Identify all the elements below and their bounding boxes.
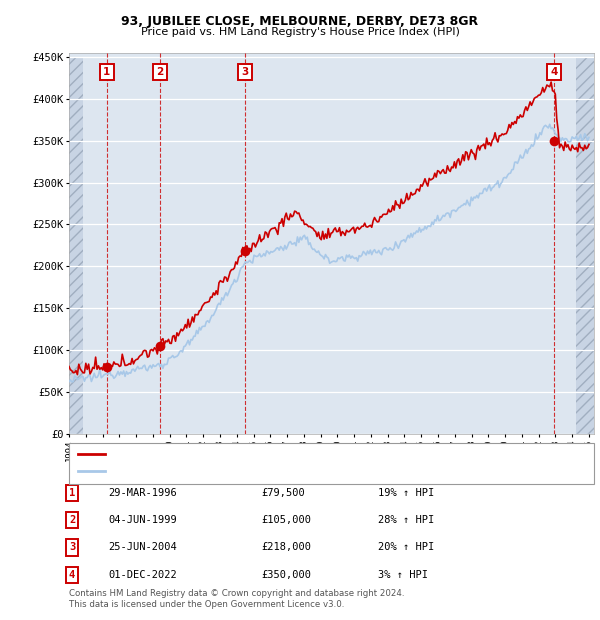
Text: 28% ↑ HPI: 28% ↑ HPI bbox=[378, 515, 434, 525]
Text: Contains HM Land Registry data © Crown copyright and database right 2024.
This d: Contains HM Land Registry data © Crown c… bbox=[69, 590, 404, 609]
Text: 19% ↑ HPI: 19% ↑ HPI bbox=[378, 488, 434, 498]
Text: Price paid vs. HM Land Registry's House Price Index (HPI): Price paid vs. HM Land Registry's House … bbox=[140, 27, 460, 37]
Text: 2: 2 bbox=[156, 67, 164, 77]
Text: £350,000: £350,000 bbox=[261, 570, 311, 580]
Text: 4: 4 bbox=[550, 67, 558, 77]
Text: 29-MAR-1996: 29-MAR-1996 bbox=[108, 488, 177, 498]
Text: 25-JUN-2004: 25-JUN-2004 bbox=[108, 542, 177, 552]
Text: 3% ↑ HPI: 3% ↑ HPI bbox=[378, 570, 428, 580]
Text: 4: 4 bbox=[69, 570, 75, 580]
Text: 93, JUBILEE CLOSE, MELBOURNE, DERBY, DE73 8GR: 93, JUBILEE CLOSE, MELBOURNE, DERBY, DE7… bbox=[121, 16, 479, 29]
Text: 3: 3 bbox=[69, 542, 75, 552]
Bar bbox=[575, 57, 594, 434]
Text: HPI: Average price, detached house, South Derbyshire: HPI: Average price, detached house, Sout… bbox=[111, 466, 382, 476]
Text: 93, JUBILEE CLOSE, MELBOURNE, DERBY, DE73 8GR (detached house): 93, JUBILEE CLOSE, MELBOURNE, DERBY, DE7… bbox=[111, 450, 460, 459]
Text: 1: 1 bbox=[69, 488, 75, 498]
Text: £218,000: £218,000 bbox=[261, 542, 311, 552]
Text: 01-DEC-2022: 01-DEC-2022 bbox=[108, 570, 177, 580]
Text: 04-JUN-1999: 04-JUN-1999 bbox=[108, 515, 177, 525]
Text: 3: 3 bbox=[241, 67, 248, 77]
Text: 2: 2 bbox=[69, 515, 75, 525]
Text: 20% ↑ HPI: 20% ↑ HPI bbox=[378, 542, 434, 552]
Text: £105,000: £105,000 bbox=[261, 515, 311, 525]
Text: £79,500: £79,500 bbox=[261, 488, 305, 498]
Bar bbox=[69, 57, 83, 434]
Text: 1: 1 bbox=[103, 67, 110, 77]
